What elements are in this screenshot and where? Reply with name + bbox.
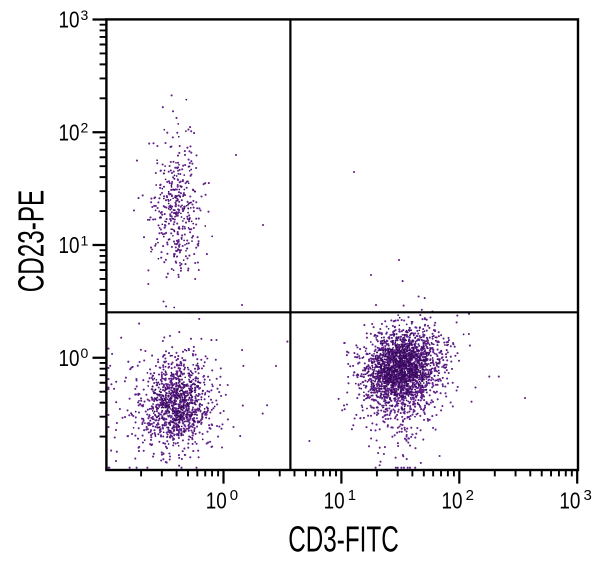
svg-text:2: 2 <box>466 487 474 504</box>
svg-text:1: 1 <box>348 487 356 504</box>
svg-text:10: 10 <box>59 119 80 145</box>
svg-text:3: 3 <box>81 7 89 23</box>
svg-text:10: 10 <box>59 7 80 33</box>
svg-text:10: 10 <box>442 488 463 514</box>
svg-text:CD23-PE: CD23-PE <box>11 190 52 293</box>
svg-text:10: 10 <box>59 345 80 371</box>
svg-text:CD3-FITC: CD3-FITC <box>288 519 399 560</box>
svg-text:0: 0 <box>81 345 89 361</box>
svg-text:2: 2 <box>81 120 89 136</box>
svg-text:3: 3 <box>584 487 592 504</box>
svg-text:10: 10 <box>324 488 345 514</box>
svg-text:10: 10 <box>206 488 227 514</box>
svg-text:0: 0 <box>230 487 238 504</box>
svg-text:10: 10 <box>559 488 580 514</box>
svg-text:1: 1 <box>81 232 89 248</box>
svg-text:10: 10 <box>59 232 80 258</box>
